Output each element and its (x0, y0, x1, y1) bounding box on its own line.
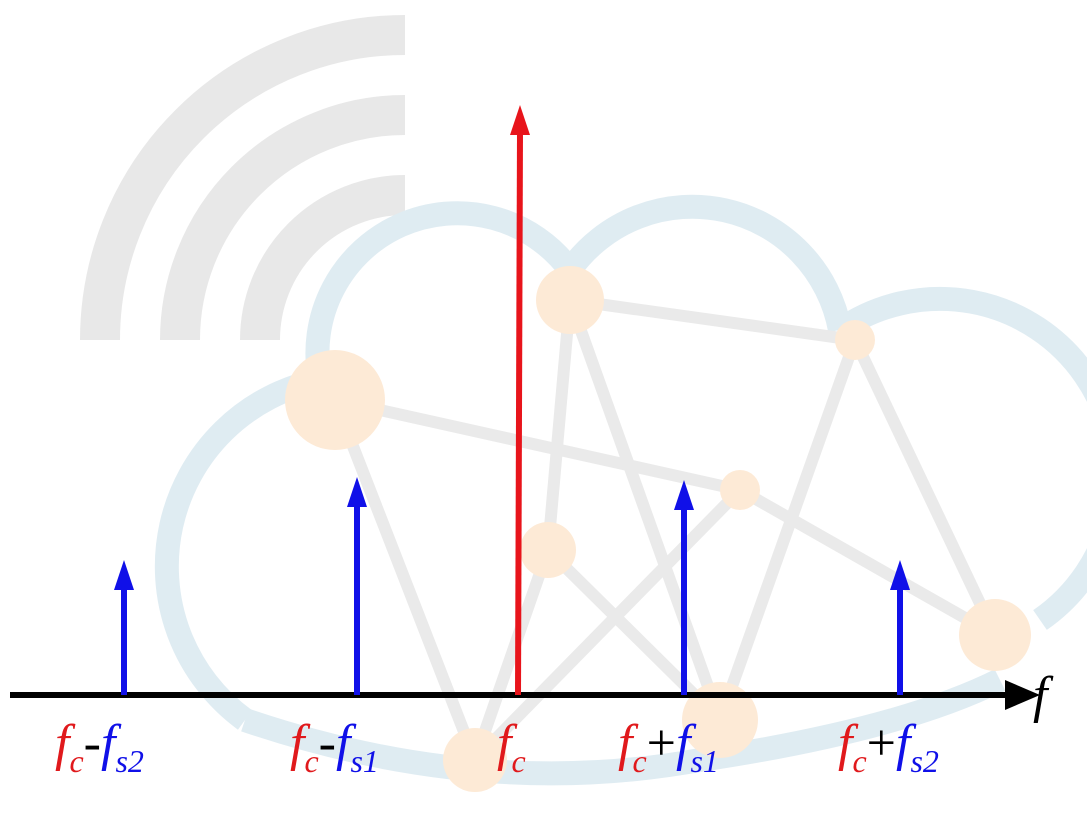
carrier-sub: c (852, 743, 866, 779)
sideband-sub: s1 (690, 743, 718, 779)
frequency-label: fc (497, 715, 526, 779)
sideband-sub: s2 (115, 743, 143, 779)
sideband-sub: s1 (350, 743, 378, 779)
carrier-sub: c (304, 743, 318, 779)
watermark (100, 35, 1087, 792)
carrier-sub: c (511, 743, 525, 779)
carrier-sub: c (632, 743, 646, 779)
frequency-label: fc-fs2 (55, 715, 144, 779)
carrier-sub: c (69, 743, 83, 779)
operator: + (647, 715, 676, 772)
operator: - (319, 715, 336, 772)
operator: - (84, 715, 101, 772)
operator: + (867, 715, 896, 772)
frequency-label: fc-fs1 (290, 715, 379, 779)
sideband-sub: s2 (910, 743, 938, 779)
axis-label: f (1033, 667, 1054, 724)
diagram: f fc-fs2fc-fs1fcfc+fs1fc+fs2 (0, 0, 1087, 813)
